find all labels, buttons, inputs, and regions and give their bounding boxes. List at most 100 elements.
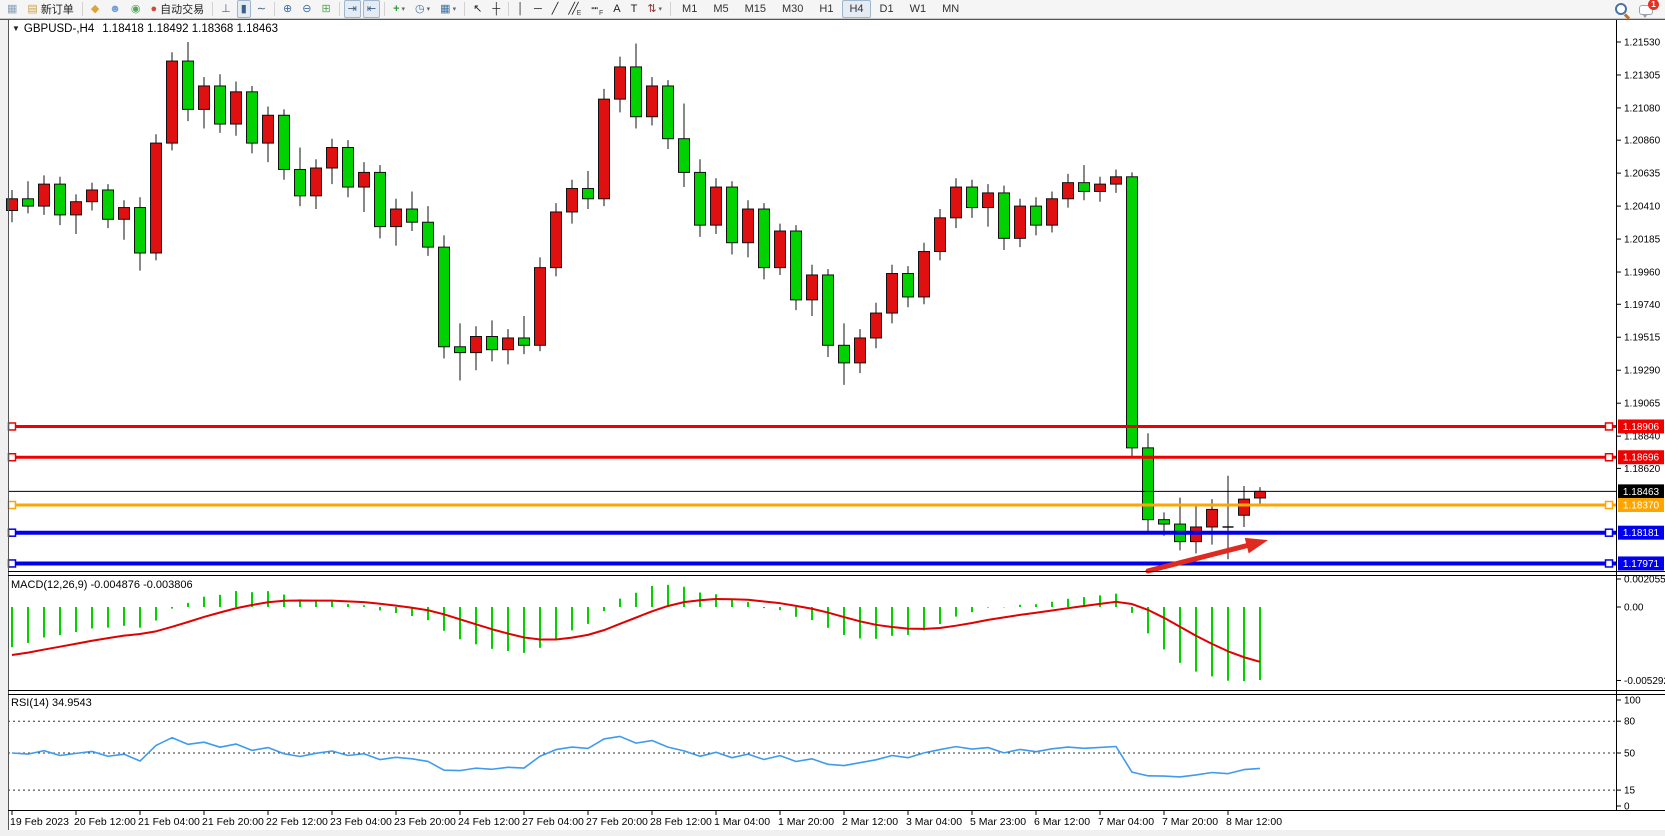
autotrading-button[interactable]: ● 自动交易: [146, 0, 208, 18]
timeframe-h1[interactable]: H1: [819, 3, 834, 15]
time-axis[interactable]: 19 Feb 2023 20 Feb 12:00 21 Feb 04:00 21 Fe…: [10, 810, 1282, 828]
svg-text:7 Mar 20:00: 7 Mar 20:00: [1162, 816, 1218, 828]
svg-text:19 Feb 2023: 19 Feb 2023: [10, 816, 69, 828]
timeframe-m5[interactable]: M5: [713, 3, 729, 15]
new-order-icon: ▤: [27, 3, 38, 15]
svg-text:0.00: 0.00: [1624, 603, 1644, 614]
zoom-in-button[interactable]: ⊕: [279, 0, 296, 18]
svg-text:23 Feb 20:00: 23 Feb 20:00: [394, 816, 456, 828]
svg-text:1.19740: 1.19740: [1624, 300, 1661, 311]
candlestick-button[interactable]: ▮: [236, 0, 251, 18]
periods-button[interactable]: ◷ ▾: [411, 0, 434, 18]
svg-text:7 Mar 04:00: 7 Mar 04:00: [1098, 816, 1154, 828]
svg-text:1.19960: 1.19960: [1624, 268, 1661, 279]
horizontal-line-icon: ─: [533, 3, 542, 15]
timeframe-h4[interactable]: H4: [842, 0, 871, 18]
arrows-icon: ⇅: [647, 3, 657, 15]
svg-text:24 Feb 12:00: 24 Feb 12:00: [458, 816, 520, 828]
svg-text:1.21530: 1.21530: [1624, 38, 1661, 49]
periods-icon: ◷: [415, 3, 425, 15]
vertical-line-button[interactable]: │: [513, 0, 528, 18]
arrows-button[interactable]: ⇅ ▾: [643, 0, 666, 18]
svg-text:1 Mar 20:00: 1 Mar 20:00: [778, 816, 834, 828]
tile-windows-icon: ⊞: [321, 3, 331, 15]
svg-text:1.18840: 1.18840: [1624, 432, 1661, 443]
svg-text:0: 0: [1624, 802, 1630, 813]
timeframe-mn[interactable]: MN: [942, 3, 960, 15]
text-button[interactable]: A: [609, 0, 624, 18]
timeframe-m30[interactable]: M30: [782, 3, 804, 15]
crosshair-button[interactable]: ┼: [488, 0, 504, 18]
line-chart-icon: ∼: [256, 3, 266, 15]
svg-text:1.20635: 1.20635: [1624, 169, 1661, 180]
tile-windows-button[interactable]: ⊞: [317, 0, 334, 18]
community-icon[interactable]: ☻: [105, 0, 125, 18]
dropdown-caret-icon: ▾: [658, 6, 663, 13]
candles-layer: [6, 42, 1266, 560]
svg-text:80: 80: [1624, 717, 1636, 728]
fibonacci-button[interactable]: ┉ F: [587, 0, 607, 18]
chat-icon[interactable]: 1: [1639, 0, 1659, 18]
cursor-button[interactable]: ↖: [469, 0, 486, 18]
indicators-icon: +: [393, 3, 400, 15]
community-icon-icon: ☻: [109, 3, 121, 15]
text-icon: A: [613, 3, 621, 15]
auto-scroll-button[interactable]: ⇥: [343, 0, 361, 18]
macd-signal-line: [11, 598, 1261, 663]
toolbar-right-cluster: 1: [1614, 0, 1659, 19]
toolbar-separator: [274, 2, 275, 16]
toolbar-separator: [670, 2, 672, 16]
svg-text:1.17971: 1.17971: [1623, 559, 1660, 570]
templates-button[interactable]: ▦ ▾: [436, 0, 460, 18]
bar-chart-button[interactable]: ⊥: [217, 0, 235, 18]
svg-text:21 Feb 04:00: 21 Feb 04:00: [138, 816, 200, 828]
fibonacci-icon: ┉: [591, 3, 598, 15]
toolbar-separator: [508, 2, 510, 16]
svg-text:1.19290: 1.19290: [1624, 366, 1661, 377]
svg-text:1.21305: 1.21305: [1624, 70, 1661, 81]
svg-text:1.18463: 1.18463: [1623, 487, 1660, 498]
timeframe-m15[interactable]: M15: [744, 3, 767, 15]
svg-text:5 Mar 23:00: 5 Mar 23:00: [970, 816, 1026, 828]
zoom-in-icon: ⊕: [283, 3, 293, 15]
svg-text:0.002055: 0.002055: [1624, 575, 1665, 586]
new-order-button[interactable]: ▤ 新订单: [23, 0, 77, 18]
svg-text:1.18620: 1.18620: [1624, 464, 1661, 475]
svg-text:1.18696: 1.18696: [1623, 453, 1660, 464]
equidistant-channel-button[interactable]: ╱╱ E: [564, 0, 585, 18]
gold-icon[interactable]: ◆: [87, 0, 103, 18]
horizontal-line-button[interactable]: ─: [530, 0, 546, 18]
chart-window-icon[interactable]: ▦: [3, 0, 21, 18]
svg-text:27 Feb 20:00: 27 Feb 20:00: [586, 816, 648, 828]
search-icon[interactable]: [1614, 2, 1631, 19]
toolbar-separator: [338, 2, 340, 16]
trendline-icon: ╱: [551, 3, 559, 15]
horizontal-lines[interactable]: [7, 422, 1616, 568]
rsi-level-lines: [8, 720, 1616, 791]
timeframe-w1[interactable]: W1: [909, 3, 927, 15]
dropdown-caret-icon: ▾: [426, 6, 431, 13]
trendline-button[interactable]: ╱: [548, 0, 563, 18]
text-label-button[interactable]: T: [627, 0, 642, 18]
svg-text:8 Mar 12:00: 8 Mar 12:00: [1226, 816, 1282, 828]
price-axis[interactable]: 1.21530 1.21305 1.21080 1.20860 1.20635 1.204…: [1616, 38, 1664, 571]
svg-text:20 Feb 12:00: 20 Feb 12:00: [74, 816, 136, 828]
svg-text:1.19065: 1.19065: [1624, 399, 1661, 410]
svg-text:-0.005292: -0.005292: [1624, 676, 1665, 687]
svg-text:1.20410: 1.20410: [1624, 202, 1661, 213]
toolbar-separator: [81, 2, 83, 16]
zoom-out-button[interactable]: ⊖: [298, 0, 315, 18]
signals-icon[interactable]: ◉: [127, 0, 145, 18]
line-chart-button[interactable]: ∼: [253, 0, 270, 18]
vertical-line-icon: │: [517, 3, 524, 15]
trend-arrow[interactable]: [1145, 537, 1268, 574]
svg-text:1.18181: 1.18181: [1623, 528, 1660, 539]
chart-shift-button[interactable]: ⇤: [362, 0, 381, 18]
indicators-button[interactable]: + ▾: [389, 0, 409, 18]
timeframe-d1[interactable]: D1: [879, 3, 894, 15]
candlestick-icon: ▮: [240, 3, 247, 15]
svg-text:1.21080: 1.21080: [1624, 103, 1661, 114]
timeframe-m1[interactable]: M1: [682, 3, 698, 15]
